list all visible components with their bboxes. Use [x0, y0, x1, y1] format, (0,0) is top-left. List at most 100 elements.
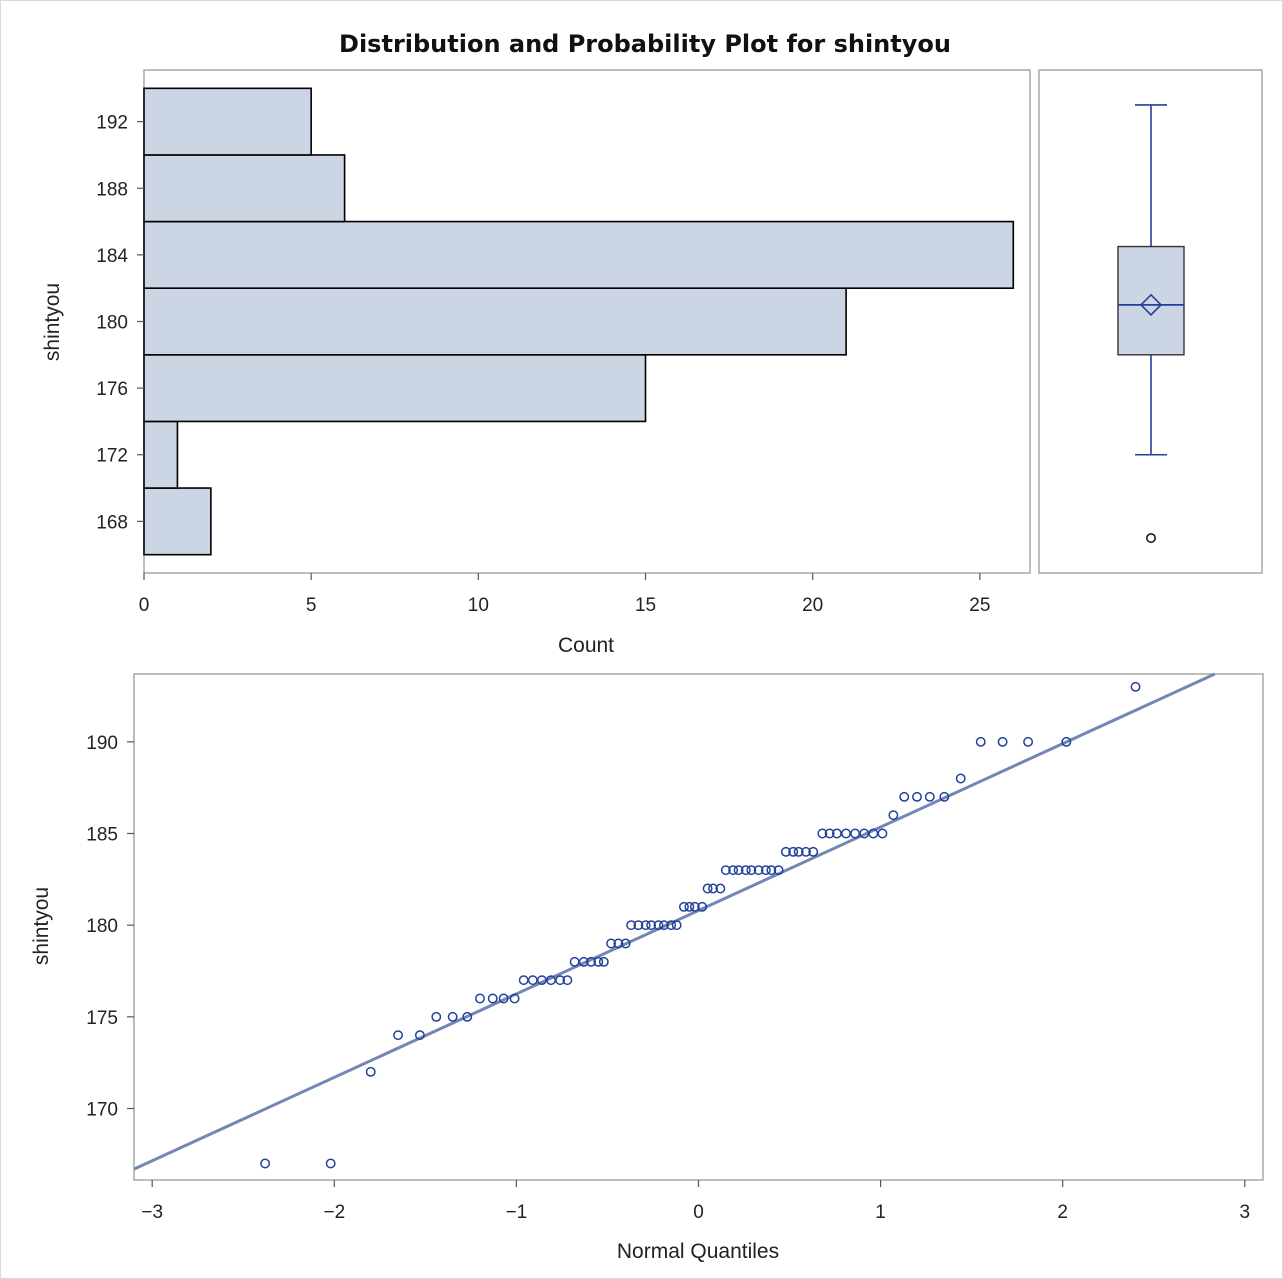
outlier-point	[1146, 533, 1156, 543]
qq-point	[715, 883, 726, 894]
qq-point	[620, 938, 631, 949]
qq-point	[509, 993, 520, 1004]
x-tick-label: −3	[141, 1202, 163, 1223]
qq-point	[824, 828, 835, 839]
qq-y-label: shintyou	[30, 887, 53, 965]
qq-point	[773, 865, 784, 876]
histogram-bar	[143, 487, 212, 556]
qq-point	[653, 920, 664, 931]
qq-point	[678, 901, 689, 912]
qq-point	[766, 865, 777, 876]
y-tick-label: 180	[96, 313, 128, 334]
qq-point	[606, 938, 617, 949]
qq-point	[431, 1011, 442, 1022]
qq-point	[800, 846, 811, 857]
qq-point	[593, 956, 604, 967]
qq-point	[646, 920, 657, 931]
qq-point	[598, 956, 609, 967]
y-tick-label: 185	[86, 825, 118, 846]
histogram-bar	[143, 354, 647, 423]
qq-point	[817, 828, 828, 839]
qq-point	[626, 920, 637, 931]
qq-point	[260, 1158, 271, 1169]
qq-point	[462, 1011, 473, 1022]
y-tick-label: 188	[96, 179, 128, 200]
qq-point	[393, 1030, 403, 1041]
qq-point	[997, 736, 1008, 747]
y-tick-label: 180	[86, 916, 118, 937]
qq-points	[260, 681, 1141, 1169]
histogram-bar	[143, 420, 179, 489]
y-tick-label: 172	[96, 446, 128, 467]
y-tick-label: 175	[86, 1008, 118, 1029]
qq-point	[733, 865, 744, 876]
x-tick-label: 1	[875, 1202, 886, 1223]
qq-point	[487, 993, 498, 1004]
x-tick-label: 25	[969, 595, 990, 616]
x-tick-label: 15	[635, 595, 656, 616]
probability-plot-panel: −3 −2 −1 0 1 2 3 170 175 180 185 190 Normal Quanti…	[30, 672, 1264, 1263]
histogram-x-axis: 0 5 10 15 20 25	[139, 573, 990, 616]
qq-point	[365, 1066, 376, 1077]
probability-plot-area	[133, 673, 1264, 1181]
qq-point	[613, 938, 624, 949]
qq-point	[578, 956, 589, 967]
qq-point	[640, 920, 651, 931]
y-tick-label: 170	[86, 1100, 118, 1121]
qq-point	[702, 883, 713, 894]
chart-title: Distribution and Probability Plot for sh…	[339, 30, 951, 58]
x-tick-label: 0	[139, 595, 150, 616]
qq-point	[1023, 736, 1034, 747]
qq-point	[877, 828, 888, 839]
histogram-bars	[143, 87, 1015, 556]
y-tick-label: 190	[86, 733, 118, 754]
qq-point	[924, 791, 935, 802]
qq-point	[498, 993, 509, 1004]
y-tick-label: 176	[96, 379, 128, 400]
qq-point	[888, 810, 899, 821]
qq-point	[697, 901, 708, 912]
qq-point	[708, 883, 719, 894]
qq-point	[899, 791, 910, 802]
histogram-bar	[143, 287, 847, 356]
y-tick-label: 168	[96, 512, 128, 533]
qq-point	[555, 975, 566, 986]
qq-point	[788, 846, 799, 857]
qq-point	[793, 846, 804, 857]
qq-point	[975, 736, 986, 747]
qq-point	[689, 901, 700, 912]
box-iqr	[1117, 245, 1185, 356]
qq-point	[658, 920, 669, 931]
x-tick-label: 3	[1240, 1202, 1251, 1223]
boxplot	[1117, 104, 1185, 543]
histogram-bar	[143, 154, 346, 223]
qq-point	[414, 1030, 425, 1041]
qq-point	[728, 865, 739, 876]
qq-point	[666, 920, 677, 931]
histogram-panel: 0 5 10 15 20 25 168 172 176 180 184 188 192 Count s…	[41, 69, 1031, 657]
qq-point	[760, 865, 771, 876]
qq-point	[720, 865, 731, 876]
boxplot-panel	[1038, 69, 1263, 574]
qq-point	[562, 975, 573, 986]
qq-point	[912, 791, 922, 802]
qq-point	[740, 865, 751, 876]
qq-y-axis: 170 175 180 185 190	[86, 733, 134, 1121]
qq-point	[780, 846, 791, 857]
qq-point	[475, 993, 485, 1004]
qq-point	[633, 920, 644, 931]
qq-point	[808, 846, 819, 857]
mean-marker	[1139, 293, 1163, 316]
qq-x-label: Normal Quantiles	[617, 1240, 779, 1263]
qq-point	[671, 920, 682, 931]
qq-point	[955, 773, 966, 784]
histogram-bar	[143, 87, 312, 156]
histogram-y-label: shintyou	[41, 283, 64, 361]
x-tick-label: −1	[506, 1202, 528, 1223]
qq-point	[753, 865, 764, 876]
qq-point	[746, 865, 757, 876]
y-tick-label: 184	[96, 246, 128, 267]
histogram-y-axis: 168 172 176 180 184 188 192	[96, 113, 144, 533]
histogram-bar	[143, 220, 1015, 289]
x-tick-label: 2	[1057, 1202, 1068, 1223]
